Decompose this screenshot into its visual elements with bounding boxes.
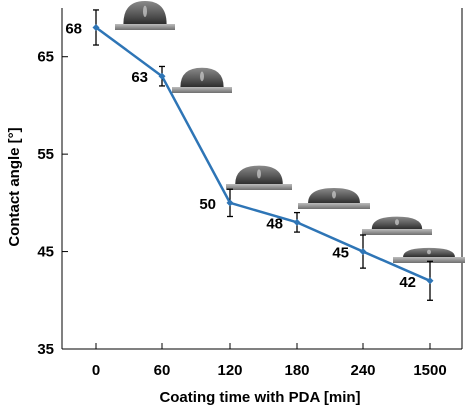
droplet-inset-image — [172, 67, 232, 93]
droplet-substrate — [362, 229, 432, 235]
data-point-marker — [426, 277, 434, 285]
droplet-highlight — [332, 191, 336, 199]
data-label: 63 — [131, 69, 148, 86]
droplet-inset-image — [393, 247, 465, 263]
droplet-inset-image — [362, 216, 432, 235]
data-point-marker — [293, 218, 301, 226]
droplet-inset-image — [115, 1, 175, 30]
droplet-insets — [115, 1, 465, 263]
x-tick-label: 180 — [284, 362, 309, 379]
axes: 35 45 55 65 0 60 120 180 240 1500 — [37, 8, 463, 379]
y-tick-label: 45 — [37, 244, 54, 261]
droplet-highlight — [395, 219, 399, 226]
y-tick-label: 35 — [37, 341, 54, 358]
data-point-marker — [92, 23, 100, 31]
series-group: 68 63 50 48 45 42 — [65, 9, 434, 301]
data-label: 45 — [332, 245, 349, 262]
y-tick-label: 55 — [37, 146, 54, 163]
x-tick-label: 1500 — [413, 362, 446, 379]
data-label: 50 — [199, 196, 216, 213]
data-label: 42 — [399, 274, 416, 291]
droplet-inset-image — [298, 188, 370, 209]
x-tick-label: 0 — [92, 362, 100, 379]
droplet-substrate — [393, 257, 465, 263]
series-line — [95, 26, 431, 282]
data-point-marker — [359, 248, 367, 256]
droplet-highlight — [257, 169, 261, 179]
x-tick-label: 120 — [217, 362, 242, 379]
x-axis-title: Coating time with PDA [min] — [159, 389, 360, 406]
droplet-highlight — [427, 249, 431, 255]
y-axis-title: Contact angle [°] — [6, 127, 23, 246]
droplet-highlight — [143, 5, 147, 18]
droplet-substrate — [115, 24, 175, 30]
droplet-substrate — [298, 203, 370, 209]
x-tick-label: 240 — [350, 362, 375, 379]
droplet-substrate — [226, 184, 292, 190]
droplet-inset-image — [226, 165, 292, 190]
droplet-substrate — [172, 87, 232, 93]
data-point-marker — [158, 72, 166, 80]
data-label: 48 — [266, 215, 283, 232]
y-tick-label: 65 — [37, 49, 54, 66]
data-point-marker — [226, 199, 234, 207]
droplet-highlight — [200, 71, 204, 82]
x-tick-label: 60 — [154, 362, 171, 379]
data-label: 68 — [65, 20, 82, 37]
